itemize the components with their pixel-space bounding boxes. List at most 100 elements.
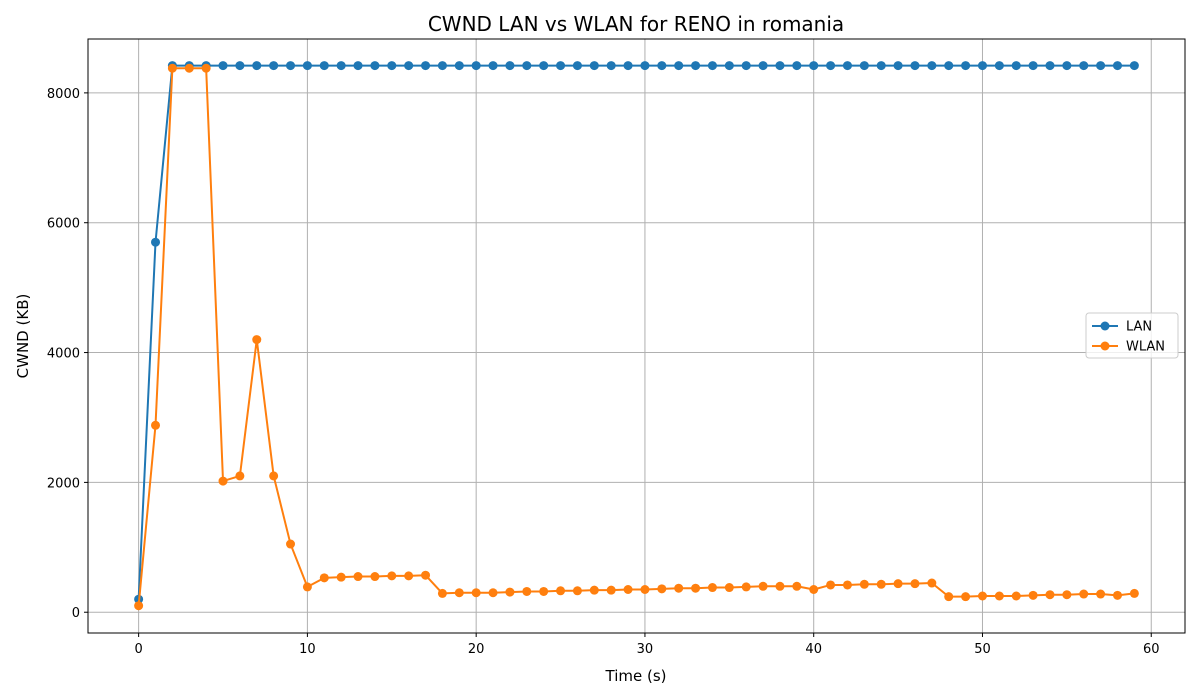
- series-group: [134, 61, 1139, 611]
- wlan-point: [572, 586, 582, 596]
- wlan-point: [522, 586, 532, 596]
- x-tick-label: 10: [299, 642, 316, 657]
- legend-lan-marker: [1100, 321, 1110, 331]
- lan-point: [640, 61, 650, 71]
- x-tick-label: 50: [974, 642, 991, 657]
- wlan-point: [640, 585, 650, 595]
- wlan-point: [1062, 590, 1072, 600]
- wlan-point: [792, 581, 802, 591]
- x-tick-label: 40: [805, 642, 822, 657]
- lan-point: [944, 61, 954, 71]
- wlan-point: [404, 571, 414, 581]
- wlan-point: [741, 582, 751, 592]
- lan-point: [826, 61, 836, 71]
- y-tick-label: 8000: [47, 87, 80, 102]
- legend: LAN WLAN: [1085, 312, 1179, 359]
- wlan-point: [724, 583, 734, 593]
- wlan-point: [269, 471, 279, 481]
- wlan-point: [977, 591, 987, 601]
- y-tick-label: 2000: [47, 476, 80, 491]
- lan-point: [657, 61, 667, 71]
- lan-point: [302, 61, 312, 71]
- wlan-point: [893, 579, 903, 589]
- series-wlan: [134, 63, 1139, 611]
- wlan-point: [235, 471, 245, 481]
- lan-point: [1045, 61, 1055, 71]
- wlan-point: [944, 592, 954, 602]
- lan-point: [589, 61, 599, 71]
- lan-point: [691, 61, 701, 71]
- legend-wlan-marker: [1100, 341, 1110, 351]
- wlan-point: [1079, 589, 1089, 599]
- wlan-point: [201, 63, 211, 73]
- lan-point: [319, 61, 329, 71]
- wlan-point: [994, 591, 1004, 601]
- wlan-point: [336, 572, 346, 582]
- lan-point: [623, 61, 633, 71]
- lan-point: [758, 61, 768, 71]
- lan-point: [961, 61, 971, 71]
- lan-point: [1011, 61, 1021, 71]
- wlan-point: [471, 588, 481, 598]
- y-tick-label: 4000: [47, 347, 80, 362]
- wlan-point: [606, 585, 616, 595]
- grid: [88, 39, 1185, 633]
- lan-point: [404, 61, 414, 71]
- lan-point: [893, 61, 903, 71]
- lan-point: [994, 61, 1004, 71]
- wlan-point: [623, 585, 633, 595]
- lan-point: [1112, 61, 1122, 71]
- wlan-line: [137, 67, 1135, 606]
- wlan-point: [876, 579, 886, 589]
- lan-point: [741, 61, 751, 71]
- wlan-point: [286, 539, 296, 549]
- lan-point: [572, 61, 582, 71]
- wlan-point: [252, 335, 262, 345]
- wlan-point: [809, 585, 819, 595]
- wlan-point: [421, 570, 431, 580]
- wlan-point: [1045, 590, 1055, 600]
- wlan-point: [657, 584, 667, 594]
- wlan-point: [1096, 589, 1106, 599]
- chart-title: CWND LAN vs WLAN for RENO in romania: [428, 12, 844, 36]
- lan-point: [539, 61, 549, 71]
- lan-point: [488, 61, 498, 71]
- lan-point: [842, 61, 852, 71]
- lan-point: [724, 61, 734, 71]
- lan-point: [927, 61, 937, 71]
- lan-point: [353, 61, 363, 71]
- legend-wlan-label: WLAN: [1126, 340, 1165, 355]
- wlan-point: [437, 588, 447, 598]
- series-lan: [134, 61, 1139, 604]
- lan-point: [421, 61, 431, 71]
- wlan-point: [1129, 588, 1139, 598]
- lan-line: [137, 64, 1135, 600]
- wlan-point: [184, 63, 194, 73]
- x-tick-label: 20: [468, 642, 485, 657]
- lan-point: [286, 61, 296, 71]
- wlan-point: [370, 572, 380, 582]
- lan-point: [977, 61, 987, 71]
- wlan-point: [167, 63, 177, 73]
- x-tick-label: 0: [134, 642, 142, 657]
- lan-point: [792, 61, 802, 71]
- lan-point: [775, 61, 785, 71]
- lan-point: [387, 61, 397, 71]
- lan-point: [606, 61, 616, 71]
- wlan-point: [454, 588, 464, 598]
- y-tick-label: 6000: [47, 217, 80, 232]
- wlan-point: [775, 581, 785, 591]
- lan-point: [809, 61, 819, 71]
- wlan-point: [505, 587, 515, 597]
- wlan-point: [218, 476, 228, 486]
- lan-point: [910, 61, 920, 71]
- wlan-point: [691, 583, 701, 593]
- x-tick-label: 60: [1143, 642, 1160, 657]
- lan-point: [556, 61, 566, 71]
- legend-lan-label: LAN: [1126, 320, 1152, 335]
- lan-point: [151, 237, 161, 247]
- wlan-point: [961, 592, 971, 602]
- lan-point: [252, 61, 262, 71]
- lan-point: [505, 61, 515, 71]
- wlan-point: [826, 580, 836, 590]
